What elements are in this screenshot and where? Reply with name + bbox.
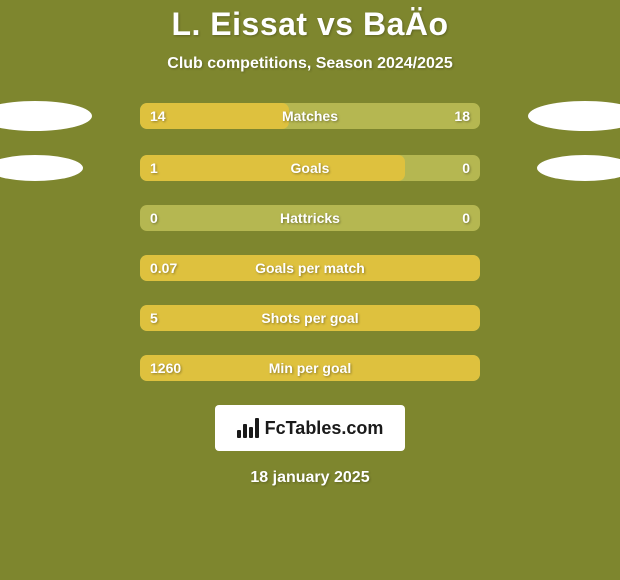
badge-text: FcTables.com — [265, 418, 384, 439]
stat-bar: 1418Matches — [140, 103, 480, 129]
stats-container: 1418Matches10Goals00Hattricks0.07Goals p… — [20, 101, 600, 405]
stat-row: 0 0Hattricks — [20, 205, 600, 231]
date-label: 18 january 2025 — [250, 469, 369, 487]
stat-left-value: 1 — [150, 155, 158, 181]
player-ellipse-right — [537, 155, 620, 181]
bar-fill-left — [140, 305, 480, 331]
page-title: L. Eissat vs BaÄo — [171, 6, 448, 43]
left-side-col — [20, 155, 140, 181]
stat-left-value: 0.07 — [150, 255, 177, 281]
right-side-col — [480, 101, 600, 131]
stat-label: Hattricks — [140, 205, 480, 231]
stat-left-value: 14 — [150, 103, 166, 129]
bar-fill-left — [140, 155, 405, 181]
stat-left-value: 5 — [150, 305, 158, 331]
bar-fill-left — [140, 255, 480, 281]
stat-left-value: 1260 — [150, 355, 181, 381]
player-ellipse-left — [0, 155, 83, 181]
bar-fill-left — [140, 355, 480, 381]
bar-chart-icon — [237, 418, 259, 438]
stat-row: 10Goals — [20, 155, 600, 181]
fctables-badge: FcTables.com — [215, 405, 406, 451]
stat-row: 0.07Goals per match — [20, 255, 600, 281]
stat-bar: 0 0Hattricks — [140, 205, 480, 231]
stat-bar: 0.07Goals per match — [140, 255, 480, 281]
left-side-col — [20, 101, 140, 131]
stat-row: 1260Min per goal — [20, 355, 600, 381]
stat-row: 5Shots per goal — [20, 305, 600, 331]
stat-bar: 5Shots per goal — [140, 305, 480, 331]
stat-right-value: 0 — [462, 205, 470, 231]
stat-bar: 10Goals — [140, 155, 480, 181]
stat-right-value: 0 — [462, 155, 470, 181]
subtitle: Club competitions, Season 2024/2025 — [167, 55, 452, 73]
player-ellipse-right — [528, 101, 620, 131]
stat-bar: 1260Min per goal — [140, 355, 480, 381]
stat-row: 1418Matches — [20, 101, 600, 131]
right-side-col — [480, 155, 600, 181]
stat-left-value: 0 — [150, 205, 158, 231]
stat-right-value: 18 — [454, 103, 470, 129]
player-ellipse-left — [0, 101, 92, 131]
